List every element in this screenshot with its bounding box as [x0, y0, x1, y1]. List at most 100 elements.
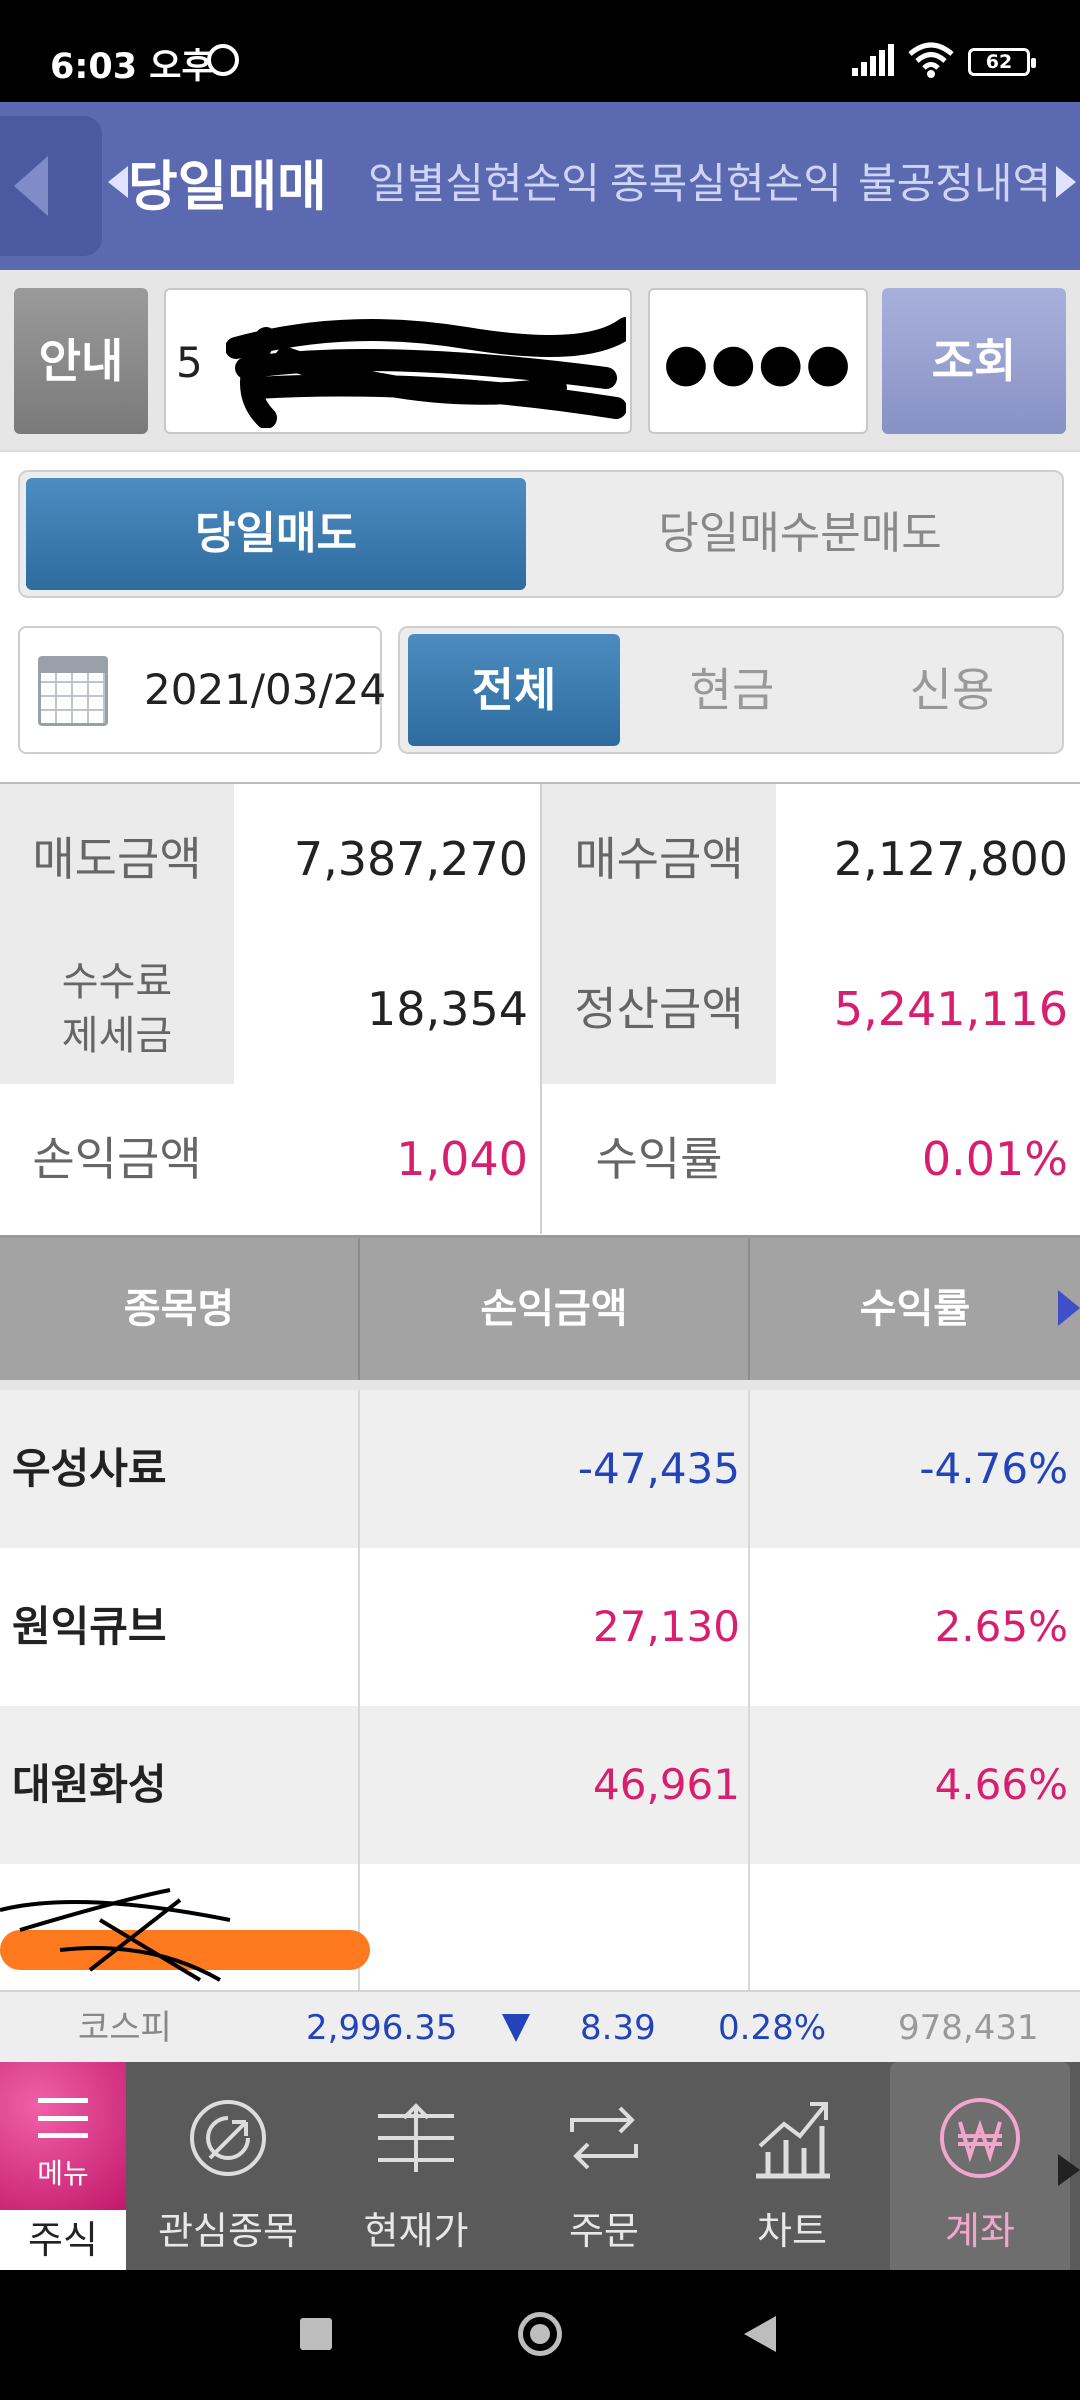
- tab-label: 현재가: [363, 2209, 469, 2253]
- divider: [540, 784, 542, 1234]
- tab-scroll-left-icon[interactable]: [108, 166, 128, 198]
- watchlist-icon: [190, 2100, 266, 2176]
- column-header-name[interactable]: 종목명: [123, 1286, 235, 1332]
- stock-tab[interactable]: 주식: [0, 2210, 126, 2270]
- calendar-icon: [38, 656, 108, 726]
- stock-name: 우성사료: [12, 1444, 167, 1493]
- buy-amount-value: 2,127,800: [833, 832, 1068, 886]
- battery-icon: 62: [968, 48, 1036, 76]
- back-icon[interactable]: [744, 2316, 776, 2352]
- query-button[interactable]: 조회: [882, 288, 1066, 434]
- tab-today-trade[interactable]: 당일매매: [128, 155, 327, 218]
- stock-pnl: -47,435: [577, 1444, 740, 1493]
- kospi-ticker[interactable]: 코스피 2,996.35 8.39 0.28% 978,431: [0, 1990, 1080, 2062]
- ticker-rate: 0.28%: [718, 2008, 827, 2048]
- tab-label: 계좌: [945, 2209, 1015, 2253]
- account-select[interactable]: 5: [164, 288, 632, 434]
- column-header-return[interactable]: 수익률: [859, 1286, 971, 1332]
- summary-row: 수수료 제세금 18,354 정산금액 5,241,116: [0, 934, 1080, 1084]
- alarm-icon: [207, 44, 239, 76]
- tab-account[interactable]: 계좌: [890, 2062, 1070, 2270]
- current-price-icon: [378, 2103, 454, 2172]
- divider: [748, 1390, 750, 1990]
- settlement-value: 5,241,116: [833, 982, 1068, 1036]
- account-type-segment: 전체 현금 신용: [398, 626, 1064, 754]
- summary-grid: 매도금액 7,387,270 매수금액 2,127,800 수수료 제세금 18…: [0, 782, 1080, 1238]
- date-picker[interactable]: 2021/03/24: [18, 626, 386, 754]
- bottom-tab-bar: 메뉴 주식 관심종목 현재가 주문 차트: [0, 2062, 1080, 2270]
- stock-name: 대원화성: [12, 1760, 167, 1809]
- redaction-scribble: [0, 1888, 231, 1982]
- home-icon[interactable]: [518, 2312, 562, 2356]
- tab-label: 주문: [569, 2209, 639, 2253]
- menu-label: 메뉴: [37, 2157, 89, 2190]
- pnl-label: 손익금액: [0, 1084, 234, 1234]
- stock-pnl: 27,130: [593, 1602, 740, 1651]
- signal-icon: [852, 44, 894, 76]
- stock-pnl: 46,961: [593, 1760, 740, 1809]
- segment-credit[interactable]: 신용: [909, 663, 995, 717]
- buy-amount-label: 매수금액: [542, 784, 776, 934]
- hamburger-icon: [38, 2098, 88, 2138]
- segment-today-sell[interactable]: 당일매도: [26, 478, 526, 590]
- account-row: 안내 5 ●●●● 조회: [0, 270, 1080, 450]
- tab-daily-realized-pnl[interactable]: 일별실현손익: [368, 159, 600, 208]
- divider: [358, 1390, 360, 1990]
- tab-watchlist[interactable]: 관심종목: [138, 2062, 318, 2270]
- tab-label: 관심종목: [158, 2209, 298, 2253]
- ticker-change: 8.39: [580, 2008, 656, 2048]
- ticker-volume: 978,431: [898, 2008, 1039, 2048]
- stock-return: 4.66%: [934, 1760, 1068, 1809]
- stock-name: 원익큐브: [12, 1602, 167, 1651]
- scroll-right-icon[interactable]: [1058, 1290, 1080, 1326]
- redaction-scribble: [226, 317, 626, 428]
- tab-chart[interactable]: 차트: [702, 2062, 882, 2270]
- password-field[interactable]: ●●●●: [648, 288, 868, 434]
- wifi-icon: [908, 42, 954, 78]
- table-row[interactable]: 원익큐브 27,130 2.65%: [0, 1548, 1080, 1706]
- menu-button[interactable]: 메뉴: [0, 2062, 126, 2210]
- sell-amount-label: 매도금액: [0, 784, 234, 934]
- status-bar: 6:03 오후 62: [0, 0, 1080, 102]
- divider: [748, 1238, 750, 1380]
- pnl-value: 1,040: [396, 1132, 528, 1186]
- ticker-index: 2,996.35: [306, 2008, 458, 2048]
- more-tabs-icon[interactable]: [1058, 2154, 1080, 2186]
- return-label: 수익률: [542, 1084, 776, 1234]
- table-row[interactable]: 대원화성 46,961 4.66%: [0, 1706, 1080, 1864]
- back-button[interactable]: [0, 116, 102, 256]
- tab-scroll-right-icon[interactable]: [1056, 166, 1076, 198]
- segment-today-buy-sell[interactable]: 당일매수분매도: [658, 508, 942, 559]
- table-row[interactable]: 우성사료 -47,435 -4.76%: [0, 1390, 1080, 1548]
- status-time: 6:03 오후: [50, 47, 214, 87]
- filter-area: 당일매도 당일매수분매도 2021/03/24 전체 현금 신용: [0, 450, 1080, 782]
- return-value: 0.01%: [921, 1132, 1068, 1186]
- divider: [358, 1238, 360, 1380]
- recents-icon[interactable]: [300, 2318, 332, 2350]
- summary-row: 매도금액 7,387,270 매수금액 2,127,800: [0, 784, 1080, 934]
- segment-all[interactable]: 전체: [408, 634, 620, 746]
- segment-cash[interactable]: 현금: [689, 663, 775, 717]
- account-number-prefix: 5: [176, 338, 203, 387]
- top-tab-bar: 당일매매 일별실현손익 종목실현손익 불공정내역: [0, 102, 1080, 270]
- tab-order[interactable]: 주문: [514, 2062, 694, 2270]
- system-nav-bar: [0, 2270, 1080, 2400]
- date-value: 2021/03/24: [144, 665, 387, 714]
- column-header-pnl[interactable]: 손익금액: [480, 1286, 628, 1332]
- stock-return: -4.76%: [919, 1444, 1068, 1493]
- tab-label: 차트: [757, 2209, 827, 2253]
- sell-amount-value: 7,387,270: [293, 832, 528, 886]
- settlement-label: 정산금액: [542, 934, 776, 1084]
- tab-unfair-trade[interactable]: 불공정내역: [858, 159, 1052, 208]
- table-body[interactable]: 우성사료 -47,435 -4.76% 원익큐브 27,130 2.65% 대원…: [0, 1390, 1080, 1990]
- ticker-name: 코스피: [78, 2008, 172, 2048]
- summary-row: 손익금액 1,040 수익률 0.01%: [0, 1084, 1080, 1234]
- won-account-icon: [940, 2098, 1020, 2178]
- tab-stock-realized-pnl[interactable]: 종목실현손익: [610, 159, 842, 208]
- info-button[interactable]: 안내: [14, 288, 148, 434]
- tab-current-price[interactable]: 현재가: [326, 2062, 506, 2270]
- fee-tax-label: 수수료 제세금: [0, 934, 234, 1084]
- trade-type-segment: 당일매도 당일매수분매도: [18, 470, 1064, 598]
- down-arrow-icon: [502, 2014, 530, 2042]
- chart-icon: [756, 2102, 830, 2179]
